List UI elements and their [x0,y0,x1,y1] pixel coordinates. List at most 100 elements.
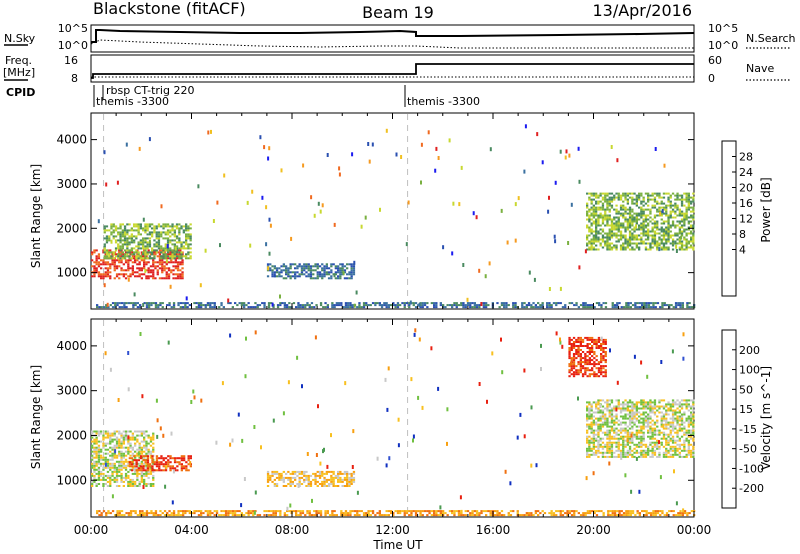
data-cell [679,302,682,305]
data-cell [310,514,314,517]
data-cell [683,431,686,434]
data-cell [671,445,675,448]
data-cell [91,454,94,457]
data-cell [143,514,146,517]
data-cell [619,437,623,440]
data-cell [427,130,430,135]
data-cell [690,433,693,436]
data-cell [120,446,123,449]
data-cell [103,283,106,288]
data-cell [546,304,549,307]
data-cell [330,269,333,272]
data-cell [638,248,641,251]
data-cell [181,267,184,270]
data-cell [93,261,96,264]
data-cell [437,510,440,513]
data-cell [494,510,497,513]
data-cell [140,253,143,256]
data-cell [610,246,614,249]
data-cell [177,510,180,513]
data-cell [135,469,138,472]
data-cell [669,433,672,436]
data-cell [120,452,123,455]
data-cell [350,483,353,485]
data-cell [604,236,607,239]
data-cell [419,302,422,305]
data-cell [674,445,677,448]
data-cell [642,208,645,211]
data-cell [597,214,600,217]
data-cell [656,447,659,450]
data-cell [595,194,598,197]
data-cell [602,351,605,353]
data-cell [678,248,681,251]
data-cell [307,478,310,481]
data-cell [671,216,675,219]
data-cell [537,514,540,517]
noise-left-label: N.Sky [4,32,36,45]
data-cell [478,304,481,307]
data-cell [147,452,150,455]
data-cell [139,225,142,228]
data-cell [114,241,118,244]
data-cell [154,265,157,268]
data-cell [597,208,600,211]
data-cell [294,273,297,276]
data-cell [179,277,182,280]
data-cell [335,514,338,517]
data-cell [599,399,602,402]
data-cell [158,267,162,270]
data-cell [138,263,141,266]
data-cell [234,512,237,515]
data-cell [166,244,169,249]
data-cell [662,196,666,199]
data-cell [642,196,645,199]
data-cell [570,367,573,370]
data-cell [172,510,176,513]
data-cell [577,369,580,372]
data-cell [124,464,128,467]
data-cell [187,233,190,236]
data-cell [521,302,524,305]
data-cell [122,430,125,433]
data-cell [685,214,688,217]
data-cell [95,462,98,465]
data-cell [652,302,655,305]
data-cell [435,302,438,305]
data-cell [678,232,681,235]
data-cell [635,413,638,416]
data-cell [617,234,620,237]
data-cell [323,483,326,485]
data-cell [662,234,666,237]
data-cell [131,273,134,276]
data-cell [678,230,681,233]
data-cell [353,303,356,308]
data-cell [114,249,118,252]
data-cell [164,231,167,234]
data-cell [642,439,645,442]
data-cell [93,468,96,471]
data-cell [227,514,230,517]
data-cell [512,306,515,309]
data-cell [615,224,618,227]
data-cell [263,304,266,307]
data-cell [610,413,614,416]
data-cell [615,431,618,434]
data-cell [95,436,98,439]
data-cell [238,302,241,305]
data-cell [597,439,600,442]
data-cell [352,472,356,475]
data-cell [589,510,592,513]
data-cell [131,255,134,258]
data-cell [692,439,695,442]
data-cell [593,512,596,515]
data-cell [419,512,422,515]
data-cell [678,198,681,201]
data-cell [294,267,297,270]
data-cell [674,451,677,454]
data-cell [238,510,241,513]
data-cell [348,271,351,274]
data-cell [604,415,607,418]
data-cell [572,343,576,345]
data-cell [348,263,351,266]
